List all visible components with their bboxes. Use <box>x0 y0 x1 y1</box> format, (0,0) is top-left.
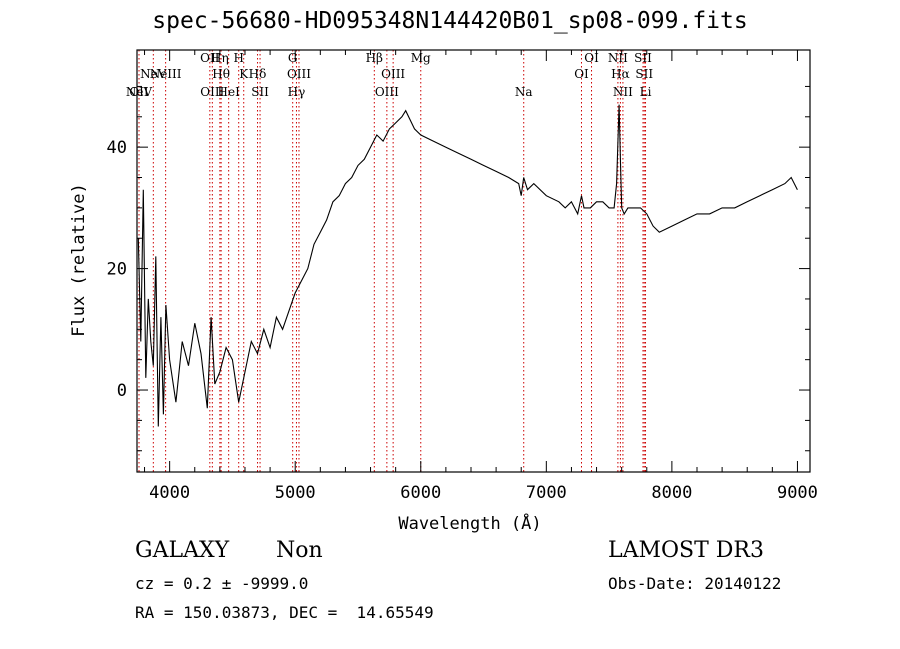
survey-name: LAMOST DR3 <box>608 538 764 563</box>
flux-series-line <box>137 104 798 427</box>
line-label: NeIII <box>150 67 182 81</box>
line-label: G <box>288 51 298 65</box>
line-label: OII <box>129 85 149 99</box>
line-label: OIII <box>381 67 405 81</box>
line-label: HeI <box>218 85 241 99</box>
y-tick-label: 40 <box>107 138 127 158</box>
coordinates: RA = 150.03873, DEC = 14.65549 <box>135 603 434 622</box>
y-axis-label: Flux (relative) <box>69 183 89 337</box>
x-tick-label: 9000 <box>777 483 818 503</box>
line-label: OII <box>200 51 220 65</box>
line-label: OI <box>584 51 599 65</box>
x-tick-label: 6000 <box>400 483 441 503</box>
line-label: NII <box>608 51 628 65</box>
line-label: Hγ <box>288 85 306 99</box>
line-label: NeV <box>126 85 153 99</box>
line-label: OIII <box>200 85 224 99</box>
line-label: OIII <box>375 85 399 99</box>
redshift-cz: cz = 0.2 ± -9999.0 <box>135 574 309 593</box>
line-label: Hδ <box>249 67 267 81</box>
line-label: K <box>239 67 249 81</box>
line-label: SII <box>251 85 269 99</box>
emission-line-markers <box>138 50 647 472</box>
x-tick-label: 5000 <box>275 483 316 503</box>
line-label: NII <box>613 85 633 99</box>
plot-frame <box>136 49 811 473</box>
line-label: NeV <box>140 67 167 81</box>
line-label: OI <box>574 67 589 81</box>
line-label: Hη <box>211 51 229 65</box>
y-axis-ticks: 0 20 40 <box>107 85 810 452</box>
x-axis-label: Wavelength (Å) <box>398 512 541 534</box>
line-label: OIII <box>287 67 311 81</box>
line-label: Na <box>515 85 533 99</box>
line-label: SII <box>635 67 653 81</box>
object-subclass: Non <box>276 538 323 563</box>
x-axis-ticks: 4000 5000 6000 7000 8000 9000 <box>144 50 818 503</box>
line-label: Mg <box>411 51 431 65</box>
line-label: SII <box>634 51 652 65</box>
line-label: Hθ <box>212 67 230 81</box>
line-label: H <box>233 51 243 65</box>
x-tick-label: 4000 <box>149 483 190 503</box>
x-tick-label: 8000 <box>651 483 692 503</box>
chart-title: spec-56680-HD095348N144420B01_sp08-099.f… <box>152 8 748 34</box>
y-tick-label: 0 <box>117 381 127 401</box>
obs-date: Obs-Date: 20140122 <box>608 574 782 593</box>
line-label: Hα <box>611 67 630 81</box>
y-tick-label: 20 <box>107 260 127 280</box>
line-label: Li <box>640 85 652 99</box>
x-tick-label: 7000 <box>526 483 567 503</box>
line-label: Hβ <box>366 51 383 65</box>
object-class: GALAXY <box>135 538 230 563</box>
